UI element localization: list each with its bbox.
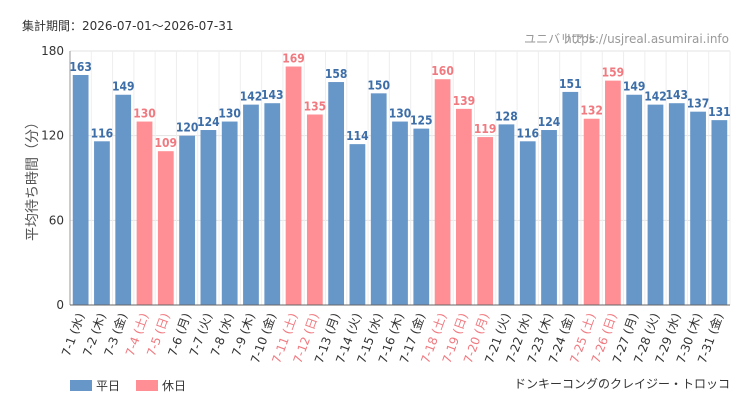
bar-value-label: 149 <box>623 80 646 94</box>
bar-value-label: 130 <box>218 107 241 121</box>
bar-weekday <box>264 103 281 305</box>
bar-value-label: 143 <box>666 88 689 102</box>
bar-holiday <box>285 66 302 306</box>
y-tick-label: 120 <box>41 129 64 143</box>
bar-value-label: 169 <box>282 52 305 66</box>
bar-value-label: 137 <box>687 97 710 111</box>
bar-value-label: 151 <box>559 77 582 91</box>
bar-value-label: 142 <box>644 90 667 104</box>
bar-value-label: 142 <box>240 90 263 104</box>
y-axis-label: 平均待ち時間（分） <box>25 115 41 241</box>
bar-value-label: 119 <box>474 122 497 136</box>
bar-weekday <box>541 130 557 305</box>
bar-weekday <box>72 74 89 305</box>
bar-weekday <box>711 120 728 306</box>
bar-holiday <box>434 79 451 305</box>
bar-value-label: 116 <box>516 126 539 140</box>
legend-swatch-weekday <box>70 380 92 391</box>
bar-holiday <box>157 151 174 305</box>
legend-label-holiday: 休日 <box>162 379 186 393</box>
bar-value-label: 158 <box>325 67 348 81</box>
bar-holiday <box>455 108 472 305</box>
bar-value-label: 124 <box>538 115 561 129</box>
bar-weekday <box>94 141 110 305</box>
bar-weekday <box>498 124 515 305</box>
bar-value-label: 132 <box>580 104 603 118</box>
y-tick-label: 0 <box>56 298 64 312</box>
bar-holiday <box>477 137 494 305</box>
legend-label-weekday: 平日 <box>96 379 120 393</box>
bar-weekday <box>221 121 238 305</box>
bar-value-label: 160 <box>431 64 454 78</box>
bar-value-label: 150 <box>367 78 390 92</box>
bar-holiday <box>605 80 621 305</box>
bars: 1631161491301091201241301421431691351581… <box>69 52 731 306</box>
bar-value-label: 149 <box>112 80 135 94</box>
bar-weekday <box>115 94 132 305</box>
bar-value-label: 116 <box>91 126 114 140</box>
bar-holiday <box>583 118 600 305</box>
site-url[interactable]: https://usjreal.asumirai.info <box>564 32 729 46</box>
bar-value-label: 124 <box>197 115 220 129</box>
bar-value-label: 159 <box>602 66 625 80</box>
bar-weekday <box>200 130 217 305</box>
bar-value-label: 114 <box>346 129 369 143</box>
bar-value-label: 131 <box>708 105 731 119</box>
period-label: 集計期間：2026-07-01～2026-07-31 <box>22 18 233 33</box>
bar-weekday <box>243 104 259 305</box>
legend: 平日 休日 <box>70 379 186 393</box>
bar-weekday <box>626 94 643 305</box>
bar-weekday <box>349 144 366 305</box>
bar-value-label: 120 <box>176 121 199 135</box>
bar-weekday <box>413 128 430 305</box>
bar-value-label: 143 <box>261 88 284 102</box>
bar-holiday <box>306 114 323 305</box>
bar-weekday <box>179 135 195 305</box>
bar-weekday <box>370 93 387 305</box>
y-tick-label: 180 <box>41 44 64 58</box>
bar-value-label: 135 <box>304 100 327 114</box>
bar-weekday <box>647 104 664 305</box>
bar-value-label: 109 <box>155 136 178 150</box>
attraction-name: ドンキーコングのクレイジー・トロッコ <box>514 377 730 391</box>
bar-weekday <box>328 82 345 306</box>
bar-weekday <box>690 111 706 305</box>
bar-value-label: 163 <box>69 60 92 74</box>
bar-weekday <box>392 121 408 305</box>
bar-value-label: 139 <box>453 94 476 108</box>
legend-swatch-holiday <box>136 380 158 391</box>
bar-value-label: 130 <box>389 107 412 121</box>
bar-holiday <box>136 121 153 305</box>
bar-value-label: 130 <box>133 107 156 121</box>
bar-value-label: 128 <box>495 109 518 123</box>
bar-value-label: 125 <box>410 114 433 128</box>
bar-weekday <box>668 103 685 305</box>
bar-weekday <box>562 91 579 305</box>
site-name: ユニバリアル <box>524 32 596 46</box>
y-tick-label: 60 <box>49 213 64 227</box>
bar-weekday <box>519 141 536 305</box>
